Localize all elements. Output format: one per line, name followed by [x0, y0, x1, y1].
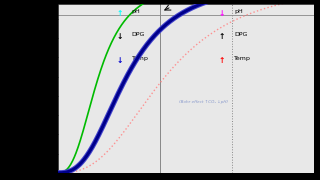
Text: ↓: ↓: [116, 56, 123, 65]
Text: DPG: DPG: [234, 32, 248, 37]
Text: ↓: ↓: [116, 32, 123, 41]
Text: ↑: ↑: [116, 9, 123, 18]
Text: pH: pH: [234, 9, 243, 14]
Text: (Bohr effect ↑CO₂ ↓pH): (Bohr effect ↑CO₂ ↓pH): [179, 100, 228, 104]
Y-axis label: Oxyhaemoglobin (% Saturation): Oxyhaemoglobin (% Saturation): [40, 53, 44, 123]
Text: Temp: Temp: [234, 56, 251, 61]
Text: ↑: ↑: [219, 56, 225, 65]
Text: ↑: ↑: [219, 32, 225, 41]
Text: ↓: ↓: [219, 9, 225, 18]
Text: Temp: Temp: [132, 56, 149, 61]
Text: pH: pH: [132, 9, 140, 14]
Text: DPG: DPG: [132, 32, 145, 37]
